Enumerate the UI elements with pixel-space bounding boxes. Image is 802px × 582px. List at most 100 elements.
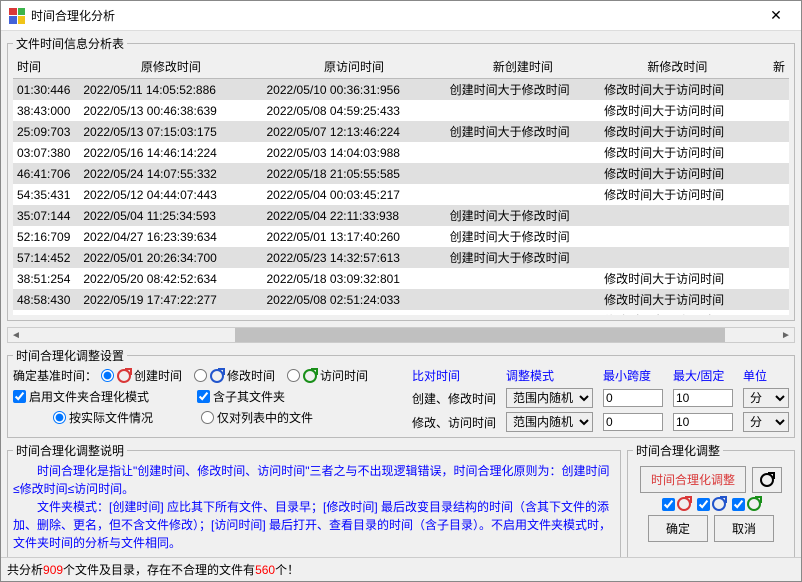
row1-min[interactable] bbox=[603, 389, 663, 407]
table-row[interactable]: 54:35:4312022/05/12 04:44:07:4432022/05/… bbox=[13, 184, 789, 205]
create-icon bbox=[117, 369, 131, 383]
cell bbox=[755, 205, 789, 226]
table-row[interactable]: 18:10:6652022/05/24 04:38:53:1542022/05/… bbox=[13, 310, 789, 315]
h-compare: 比对时间 bbox=[412, 367, 496, 384]
cell bbox=[446, 268, 601, 289]
cell bbox=[755, 226, 789, 247]
cell bbox=[446, 163, 601, 184]
row2-min[interactable] bbox=[603, 413, 663, 431]
cell bbox=[446, 310, 601, 315]
table-row[interactable]: 57:14:4522022/05/01 20:26:34:7002022/05/… bbox=[13, 247, 789, 268]
cell: 2022/05/19 17:47:22:277 bbox=[79, 289, 262, 310]
cell: 2022/05/13 07:15:03:175 bbox=[79, 121, 262, 142]
row2-label: 修改、访问时间 bbox=[412, 414, 496, 431]
col-header[interactable]: 时间 bbox=[13, 55, 79, 79]
cell: 2022/05/18 21:05:55:585 bbox=[263, 163, 446, 184]
table-row[interactable]: 48:58:4302022/05/19 17:47:22:2772022/05/… bbox=[13, 289, 789, 310]
cancel-button[interactable]: 取消 bbox=[714, 515, 774, 542]
table-row[interactable]: 25:09:7032022/05/13 07:15:03:1752022/05/… bbox=[13, 121, 789, 142]
settings-legend: 时间合理化调整设置 bbox=[13, 347, 127, 364]
cell bbox=[755, 289, 789, 310]
h-unit: 单位 bbox=[743, 367, 789, 384]
cell: 修改时间大于访问时间 bbox=[600, 289, 755, 310]
scroll-thumb[interactable] bbox=[235, 328, 725, 342]
scroll-right-icon[interactable]: ► bbox=[778, 328, 794, 342]
cell: 修改时间大于访问时间 bbox=[600, 100, 755, 121]
table-row[interactable]: 52:16:7092022/04/27 16:23:39:6342022/05/… bbox=[13, 226, 789, 247]
col-header[interactable]: 新修改时间 bbox=[600, 55, 755, 79]
chk-blue[interactable] bbox=[697, 497, 726, 511]
cell: 创建时间大于修改时间 bbox=[446, 226, 601, 247]
table-row[interactable]: 38:43:0002022/05/13 00:46:38:6392022/05/… bbox=[13, 100, 789, 121]
app-icon bbox=[9, 8, 25, 24]
launch-button[interactable]: 时间合理化调整 bbox=[640, 466, 746, 493]
radio-modify[interactable]: 修改时间 bbox=[194, 367, 275, 384]
ok-button[interactable]: 确定 bbox=[648, 515, 708, 542]
cell bbox=[755, 100, 789, 121]
cell: 2022/05/24 14:07:55:332 bbox=[79, 163, 262, 184]
cell: 01:30:446 bbox=[13, 79, 79, 101]
cell: 创建时间大于修改时间 bbox=[446, 205, 601, 226]
cell: 2022/05/04 00:03:45:217 bbox=[263, 184, 446, 205]
cell: 修改时间大于访问时间 bbox=[600, 79, 755, 101]
table-row[interactable]: 38:51:2542022/05/20 08:42:52:6342022/05/… bbox=[13, 268, 789, 289]
row2-unit[interactable]: 分 bbox=[743, 412, 789, 432]
adjust-group: 时间合理化调整 时间合理化调整 确定 取消 bbox=[627, 442, 795, 557]
col-header[interactable]: 原修改时间 bbox=[79, 55, 262, 79]
table-group: 文件时间信息分析表 时间原修改时间原访问时间新创建时间新修改时间新 01:30:… bbox=[7, 35, 795, 321]
cell bbox=[755, 142, 789, 163]
table-row[interactable]: 01:30:4462022/05/11 14:05:52:8862022/05/… bbox=[13, 79, 789, 101]
h-mode: 调整模式 bbox=[506, 367, 593, 384]
cell: 2022/05/23 14:32:57:613 bbox=[263, 247, 446, 268]
cell: 2022/05/01 13:17:40:260 bbox=[263, 226, 446, 247]
cell: 2022/05/03 14:04:03:988 bbox=[263, 142, 446, 163]
cell bbox=[446, 142, 601, 163]
col-header[interactable]: 新 bbox=[755, 55, 789, 79]
cell bbox=[446, 184, 601, 205]
row1-max[interactable] bbox=[673, 389, 733, 407]
table-row[interactable]: 35:07:1442022/05/04 11:25:34:5932022/05/… bbox=[13, 205, 789, 226]
cell bbox=[600, 247, 755, 268]
cell: 25:09:703 bbox=[13, 121, 79, 142]
row2-max[interactable] bbox=[673, 413, 733, 431]
cell: 35:07:144 bbox=[13, 205, 79, 226]
cell: 2022/05/11 14:05:52:886 bbox=[79, 79, 262, 101]
cell: 2022/05/08 02:51:24:033 bbox=[263, 289, 446, 310]
cell: 2022/05/07 12:13:46:224 bbox=[263, 121, 446, 142]
close-button[interactable]: ✕ bbox=[753, 2, 799, 30]
radio-listonly[interactable]: 仅对列表中的文件 bbox=[201, 409, 313, 426]
chk-green[interactable] bbox=[732, 497, 761, 511]
row1-unit[interactable]: 分 bbox=[743, 388, 789, 408]
h-min: 最小跨度 bbox=[603, 367, 663, 384]
scroll-track[interactable] bbox=[24, 328, 778, 342]
radio-actual[interactable]: 按实际文件情况 bbox=[53, 409, 153, 426]
cell: 2022/05/18 03:09:32:801 bbox=[263, 268, 446, 289]
chk-subfolder[interactable]: 含子其文件夹 bbox=[197, 388, 285, 405]
table-row[interactable]: 46:41:7062022/05/24 14:07:55:3322022/05/… bbox=[13, 163, 789, 184]
cell: 2022/05/12 04:44:07:443 bbox=[79, 184, 262, 205]
refresh-button[interactable] bbox=[752, 467, 782, 493]
cell: 2022/05/16 14:46:14:224 bbox=[79, 142, 262, 163]
cell bbox=[755, 184, 789, 205]
settings-group: 时间合理化调整设置 确定基准时间： 创建时间 修改时间 访问时间 启用文件夹合理… bbox=[7, 347, 795, 438]
h-scrollbar[interactable]: ◄ ► bbox=[7, 327, 795, 343]
cell: 2022/05/06 05:37:10:471 bbox=[263, 310, 446, 315]
desc-p2: 文件夹模式：[创建时间] 应比其下所有文件、目录早；[修改时间] 最后改变目录结… bbox=[13, 498, 615, 552]
cell: 创建时间大于修改时间 bbox=[446, 79, 601, 101]
titlebar: 时间合理化分析 ✕ bbox=[1, 1, 801, 31]
cell: 2022/05/13 00:46:38:639 bbox=[79, 100, 262, 121]
count-total: 909 bbox=[43, 563, 63, 577]
scroll-left-icon[interactable]: ◄ bbox=[8, 328, 24, 342]
col-header[interactable]: 新创建时间 bbox=[446, 55, 601, 79]
table-row[interactable]: 03:07:3802022/05/16 14:46:14:2242022/05/… bbox=[13, 142, 789, 163]
row1-mode[interactable]: 范围内随机 bbox=[506, 388, 593, 408]
row2-mode[interactable]: 范围内随机 bbox=[506, 412, 593, 432]
modify-icon bbox=[712, 497, 726, 511]
cell bbox=[600, 205, 755, 226]
radio-create[interactable]: 创建时间 bbox=[101, 367, 182, 384]
chk-folder[interactable]: 启用文件夹合理化模式 bbox=[13, 388, 149, 405]
chk-red[interactable] bbox=[662, 497, 691, 511]
radio-access[interactable]: 访问时间 bbox=[287, 367, 368, 384]
col-header[interactable]: 原访问时间 bbox=[263, 55, 446, 79]
cell bbox=[755, 121, 789, 142]
